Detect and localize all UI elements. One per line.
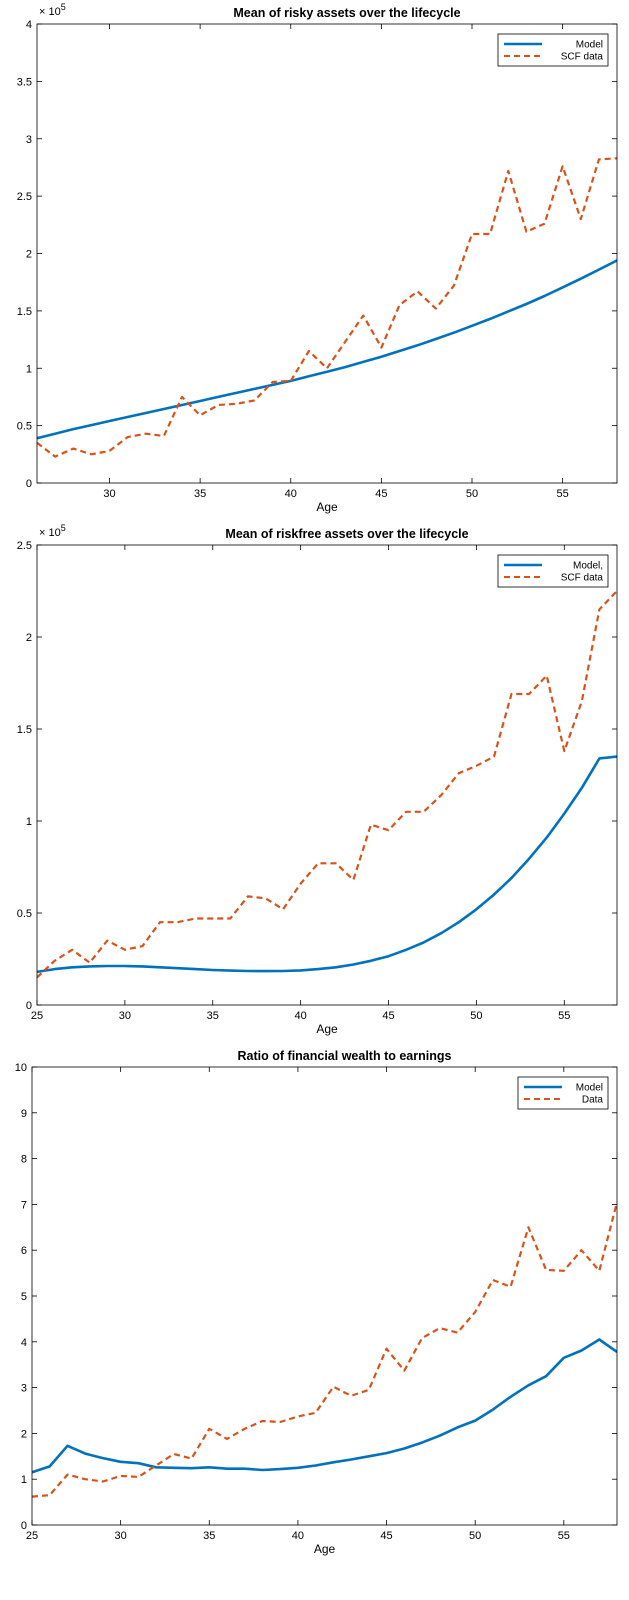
x-tick-label: 35: [203, 1530, 215, 1542]
x-tick-label: 50: [470, 1010, 482, 1022]
y-exponent-label: × 105: [39, 2, 66, 18]
x-tick-label: 35: [194, 488, 206, 500]
plot-frame: [31, 1066, 618, 1526]
series-line-model: [37, 259, 617, 440]
series-line-scf-data: [37, 157, 617, 458]
x-tick-label: 30: [119, 1010, 131, 1022]
y-exponent-label: × 105: [39, 523, 66, 539]
y-exponent-power: 5: [61, 523, 66, 533]
y-tick-label: 1.5: [17, 306, 32, 318]
x-axis-label: Age: [316, 500, 338, 514]
x-tick-label: 40: [295, 1010, 307, 1022]
y-tick-label: 1: [26, 363, 32, 375]
x-tick-label: 30: [115, 1530, 127, 1542]
legend-label: Model,: [573, 561, 603, 572]
y-tick-label: 10: [15, 1062, 27, 1074]
series-line-model: [32, 1338, 617, 1474]
y-tick-label: 2.5: [17, 540, 32, 552]
x-tick-label: 25: [26, 1530, 38, 1542]
y-tick-label: 0: [26, 478, 32, 490]
x-tick-label: 50: [466, 488, 478, 500]
plot-frame: [36, 544, 618, 1006]
legend-box: [497, 33, 609, 67]
y-tick-label: 1: [26, 816, 32, 828]
y-tick-label: 0.5: [17, 908, 32, 920]
plot-frame: [36, 23, 618, 484]
y-tick-label: 6: [21, 1245, 27, 1257]
y-tick-label: 3.5: [17, 76, 32, 88]
chart-2: 25 30 35 40 45 50 55 0 0.5 1 1.5 2 2.5 × 105 Mean of r…: [17, 523, 618, 1036]
series-line-model-: [37, 755, 617, 974]
legend-label: SCF data: [561, 573, 604, 584]
x-tick-label: 55: [558, 1530, 570, 1542]
x-tick-label: 30: [103, 488, 115, 500]
y-tick-label: 2: [26, 632, 32, 644]
series-line-data: [32, 1201, 617, 1498]
y-tick-label: 7: [21, 1199, 27, 1211]
x-tick-label: 40: [285, 488, 297, 500]
chart-title: Ratio of financial wealth to earnings: [238, 1049, 452, 1063]
x-axis-label: Age: [314, 1542, 336, 1556]
x-tick-label: 35: [207, 1010, 219, 1022]
legend-label: SCF data: [561, 52, 604, 63]
y-tick-label: 2.5: [17, 191, 32, 203]
x-tick-label: 45: [380, 1530, 392, 1542]
legend-box: [497, 554, 609, 588]
legend-label: Model: [576, 40, 603, 51]
y-tick-label: 5: [21, 1291, 27, 1303]
y-tick-label: 1.5: [17, 724, 32, 736]
x-tick-label: 45: [382, 1010, 394, 1022]
y-tick-label: 3: [21, 1383, 27, 1395]
y-tick-label: 8: [21, 1154, 27, 1166]
x-tick-label: 50: [469, 1530, 481, 1542]
y-tick-label: 1: [21, 1474, 27, 1486]
x-tick-label: 40: [292, 1530, 304, 1542]
chart-title: Mean of riskfree assets over the lifecyc…: [225, 527, 468, 541]
y-tick-label: 4: [26, 19, 32, 31]
chart-title: Mean of risky assets over the lifecycle: [233, 6, 460, 20]
y-exponent-power: 5: [61, 2, 66, 12]
x-tick-label: 25: [31, 1010, 43, 1022]
y-tick-label: 3: [26, 134, 32, 146]
legend-label: Data: [582, 1095, 604, 1106]
x-tick-label: 55: [558, 1010, 570, 1022]
y-tick-label: 2: [21, 1428, 27, 1440]
y-tick-label: 4: [21, 1337, 27, 1349]
legend-box: [517, 1076, 609, 1110]
x-tick-label: 45: [375, 488, 387, 500]
series-line-scf-data: [37, 590, 617, 979]
x-tick-label: 55: [557, 488, 569, 500]
legend: Model,SCF data: [497, 554, 609, 588]
legend-label: Model: [576, 1083, 603, 1094]
y-tick-label: 9: [21, 1108, 27, 1120]
y-tick-label: 0: [21, 1520, 27, 1532]
y-tick-label: 0.5: [17, 421, 32, 433]
chart-1: 30 35 40 45 50 55 0 0.5 1 1.5 2 2.5 3 3.5 4 × 105 Mean o…: [17, 2, 618, 514]
y-tick-label: 2: [26, 249, 32, 261]
x-axis-label: Age: [316, 1022, 338, 1036]
y-tick-label: 0: [26, 1000, 32, 1012]
